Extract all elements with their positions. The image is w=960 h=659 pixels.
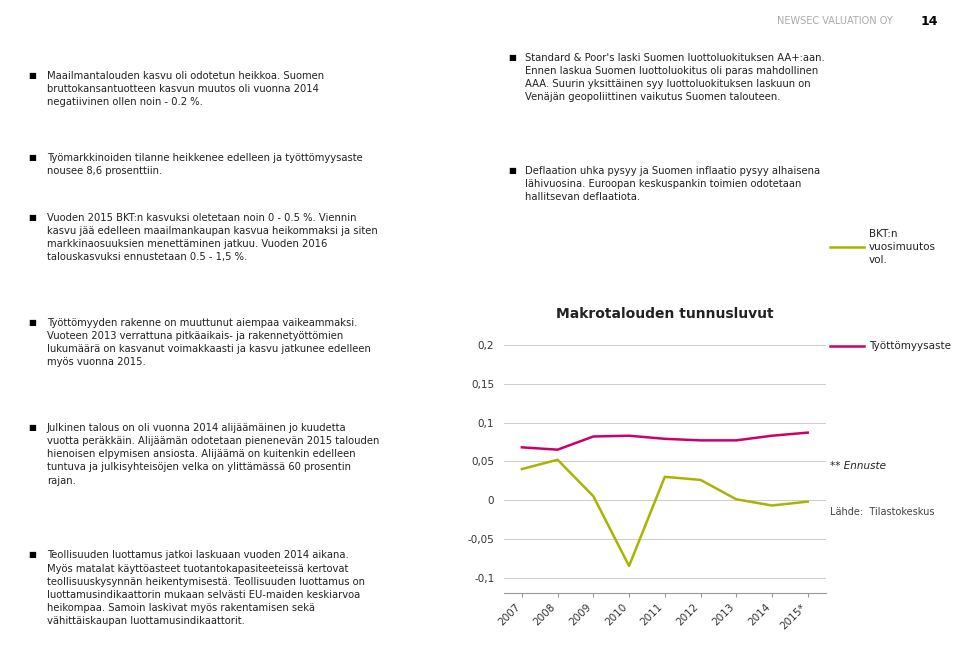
Text: ■: ■ bbox=[508, 166, 516, 175]
Text: ■: ■ bbox=[508, 53, 516, 62]
Text: 14: 14 bbox=[921, 15, 938, 28]
Text: Standard & Poor's laski Suomen luottoluokituksen AA+:aan.
Ennen laskua Suomen lu: Standard & Poor's laski Suomen luottoluo… bbox=[525, 53, 825, 102]
Text: Lähde:  Tilastokeskus: Lähde: Tilastokeskus bbox=[830, 507, 935, 517]
Text: ** Ennuste: ** Ennuste bbox=[830, 461, 886, 471]
Text: ■: ■ bbox=[29, 318, 36, 327]
Text: Teollisuuden luottamus jatkoi laskuaan vuoden 2014 aikana.
Myös matalat käyttöas: Teollisuuden luottamus jatkoi laskuaan v… bbox=[47, 550, 365, 626]
Title: Makrotalouden tunnusluvut: Makrotalouden tunnusluvut bbox=[556, 307, 774, 322]
Text: Julkinen talous on oli vuonna 2014 alijäämäinen jo kuudetta
vuotta peräkkäin. Al: Julkinen talous on oli vuonna 2014 alijä… bbox=[47, 423, 379, 486]
Text: ■: ■ bbox=[29, 71, 36, 80]
Text: Vuoden 2015 BKT:n kasvuksi oletetaan noin 0 - 0.5 %. Viennin
kasvu jää edelleen : Vuoden 2015 BKT:n kasvuksi oletetaan noi… bbox=[47, 213, 377, 262]
Bar bbox=[7, 12, 24, 35]
Text: Työttömyysaste: Työttömyysaste bbox=[869, 341, 950, 351]
Text: BKT:n
vuosimuutos
vol.: BKT:n vuosimuutos vol. bbox=[869, 229, 936, 266]
Text: Työttömyyden rakenne on muuttunut aiempaa vaikeammaksi.
Vuoteen 2013 verrattuna : Työttömyyden rakenne on muuttunut aiempa… bbox=[47, 318, 371, 368]
Text: ■: ■ bbox=[29, 213, 36, 222]
Text: NEWSEC: NEWSEC bbox=[846, 606, 911, 620]
Text: NEWSEC VALUATION OY: NEWSEC VALUATION OY bbox=[777, 16, 893, 26]
Text: Deflaation uhka pysyy ja Suomen inflaatio pysyy alhaisena
lähivuosina. Euroopan : Deflaation uhka pysyy ja Suomen inflaati… bbox=[525, 166, 820, 202]
Text: LIITE: SUOMEN TALOUS: LIITE: SUOMEN TALOUS bbox=[33, 15, 196, 28]
Text: ■: ■ bbox=[29, 423, 36, 432]
Text: ■: ■ bbox=[29, 153, 36, 162]
Bar bbox=[898, 0, 960, 43]
Text: Työmarkkinoiden tilanne heikkenee edelleen ja työttömyysaste
nousee 8,6 prosentt: Työmarkkinoiden tilanne heikkenee edelle… bbox=[47, 153, 363, 176]
Text: Maailmantalouden kasvu oli odotetun heikkoa. Suomen
bruttokansantuotteen kasvun : Maailmantalouden kasvu oli odotetun heik… bbox=[47, 71, 324, 107]
Text: ■: ■ bbox=[29, 550, 36, 559]
